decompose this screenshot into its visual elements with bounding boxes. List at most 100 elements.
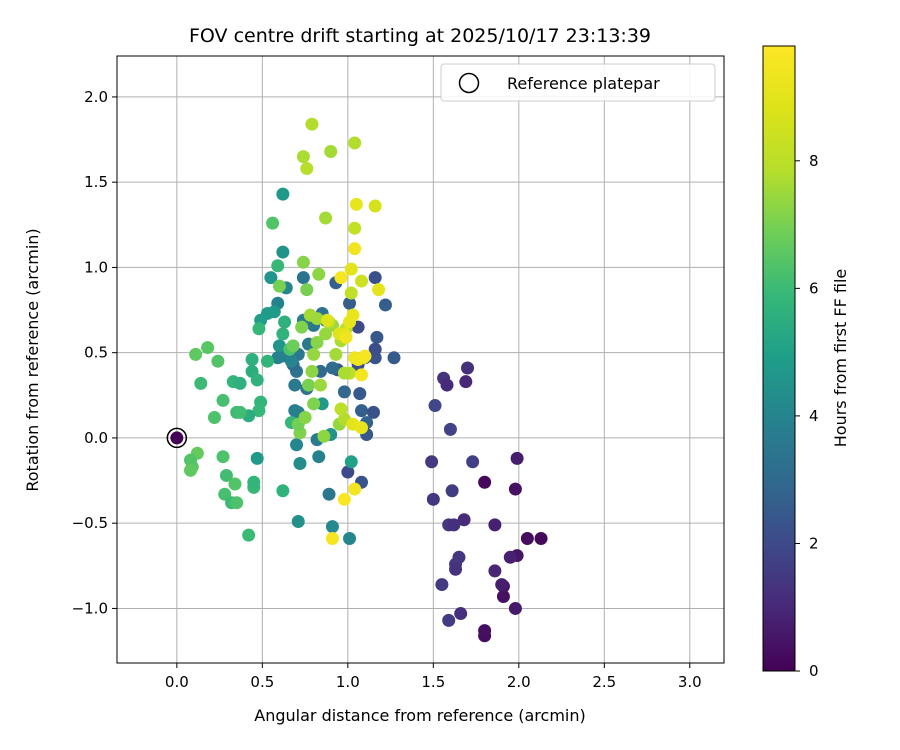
data-point: [428, 399, 442, 413]
data-point: [452, 550, 466, 564]
y-tick-label: 2.0: [84, 88, 108, 106]
data-point: [454, 607, 468, 621]
y-axis-label: Rotation from reference (arcmin): [23, 228, 42, 491]
data-point: [286, 339, 300, 353]
data-point: [312, 267, 326, 281]
x-axis-label: Angular distance from reference (arcmin): [254, 706, 585, 725]
y-tick-label: 0.0: [84, 429, 108, 447]
data-point: [358, 349, 372, 363]
data-point: [508, 601, 522, 615]
data-point: [228, 477, 242, 491]
data-point: [343, 296, 357, 310]
data-point: [184, 453, 198, 467]
data-point: [329, 347, 343, 361]
data-point: [211, 354, 225, 368]
data-point: [307, 397, 321, 411]
colorbar-ticks: 0 2 4 6 8: [795, 152, 819, 680]
data-point: [461, 361, 475, 375]
data-point: [355, 404, 369, 418]
data-point: [207, 410, 221, 424]
data-point: [343, 532, 357, 546]
data-point: [296, 255, 310, 269]
data-point: [313, 378, 327, 392]
y-tick-label: −0.5: [72, 514, 108, 532]
data-point: [339, 330, 353, 344]
x-tick-label: 1.0: [336, 673, 360, 691]
data-point: [344, 262, 358, 276]
data-point: [295, 320, 309, 334]
x-tick-label: 3.0: [678, 673, 702, 691]
data-point: [298, 410, 312, 424]
data-point: [334, 402, 348, 416]
colorbar-label: Hours from first FF file: [831, 269, 850, 448]
data-point: [252, 322, 266, 336]
data-point: [290, 438, 304, 452]
data-point: [496, 590, 510, 604]
data-point: [447, 518, 461, 532]
data-point: [348, 221, 362, 235]
data-point: [291, 514, 305, 528]
data-point: [488, 564, 502, 578]
data-point: [346, 308, 360, 322]
data-point: [305, 364, 319, 378]
data-point: [245, 353, 259, 366]
colorbar-tick-label: 6: [809, 279, 819, 297]
data-point: [435, 578, 449, 592]
data-point: [443, 422, 457, 436]
data-point: [184, 463, 198, 477]
data-point: [324, 144, 338, 158]
data-point: [242, 528, 256, 542]
legend-label: Reference platepar: [507, 74, 660, 93]
data-point: [278, 315, 292, 329]
data-point: [284, 354, 298, 368]
data-point: [288, 378, 302, 392]
data-point: [495, 578, 509, 592]
data-point: [296, 150, 310, 164]
data-point: [459, 375, 473, 389]
data-point: [355, 274, 369, 288]
y-tick-label: −1.0: [72, 599, 108, 617]
x-tick-label: 1.5: [421, 673, 445, 691]
data-point: [276, 187, 290, 201]
grid: [117, 56, 724, 663]
scatter-points: [170, 117, 548, 643]
x-tick-label: 2.5: [592, 673, 616, 691]
data-point: [325, 532, 339, 546]
data-point: [466, 455, 480, 469]
data-point: [247, 475, 261, 489]
y-axis-ticks: −1.0 −0.5 0.0 0.5 1.0 1.5 2.0: [72, 88, 117, 617]
data-point: [302, 378, 316, 392]
data-point: [341, 465, 355, 479]
chart-title: FOV centre drift starting at 2025/10/17 …: [189, 25, 651, 47]
data-point: [310, 312, 324, 326]
data-point: [276, 327, 290, 341]
data-point: [312, 450, 326, 464]
data-point: [271, 259, 285, 273]
data-point: [260, 354, 274, 368]
y-tick-label: 1.5: [84, 173, 108, 191]
data-point: [334, 271, 348, 285]
data-point: [355, 368, 369, 382]
data-point: [445, 484, 459, 498]
data-point: [349, 197, 363, 211]
data-point: [370, 330, 384, 344]
y-tick-label: 1.0: [84, 258, 108, 276]
data-point: [264, 271, 278, 285]
data-point: [520, 532, 534, 546]
data-point: [300, 162, 314, 176]
data-point: [337, 385, 351, 399]
data-point: [372, 283, 386, 297]
data-point: [488, 518, 502, 532]
data-point: [250, 373, 264, 387]
data-point: [307, 347, 321, 361]
data-point: [457, 513, 471, 527]
data-point: [344, 286, 358, 300]
reference-platepar-marker: [166, 427, 188, 449]
x-tick-label: 2.0: [507, 673, 531, 691]
data-point: [440, 378, 454, 392]
data-point: [170, 431, 184, 445]
colorbar-tick-label: 8: [809, 152, 819, 170]
data-point: [233, 376, 247, 390]
data-point: [194, 376, 208, 390]
